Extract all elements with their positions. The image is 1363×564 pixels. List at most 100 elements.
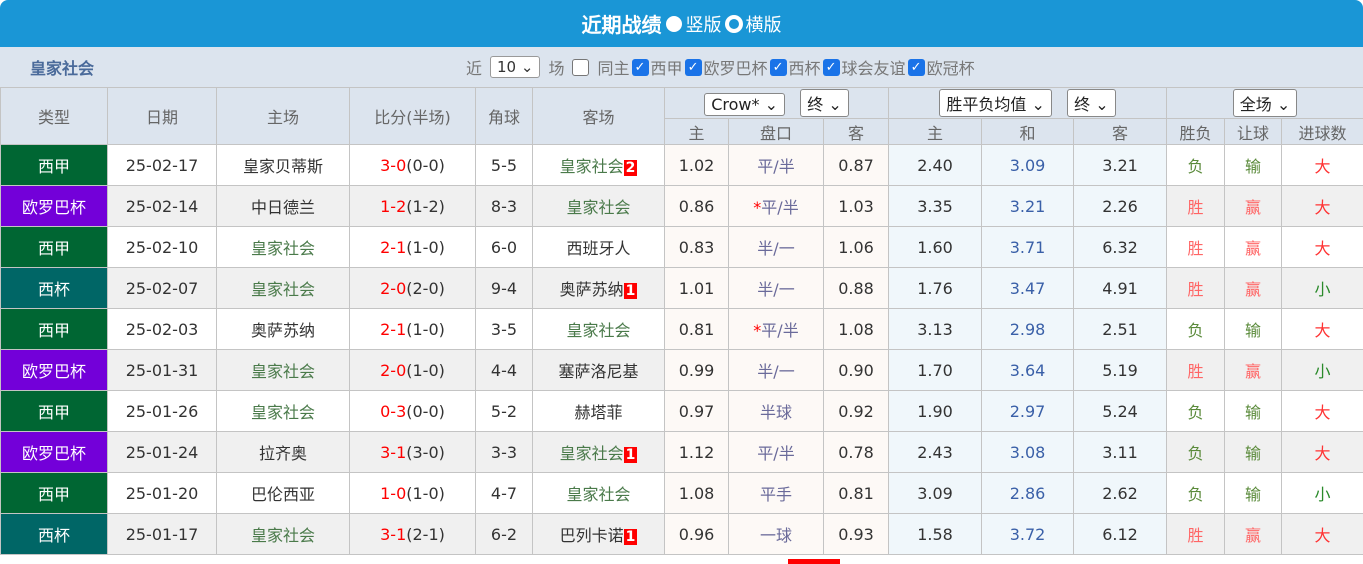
full-score[interactable]: 1-2	[380, 196, 407, 216]
league-type[interactable]: 欧罗巴杯	[0, 349, 108, 391]
home-team-name[interactable]: 皇家社会	[250, 362, 315, 381]
away-team-name[interactable]: 皇家社会	[566, 485, 631, 504]
league-type[interactable]: 西甲	[0, 144, 108, 186]
league-checkbox[interactable]: ✓	[684, 58, 702, 76]
corners: 8-3	[475, 185, 533, 227]
home-team[interactable]: 皇家社会	[216, 513, 350, 555]
league-type[interactable]: 西甲	[0, 472, 108, 514]
away-team-name[interactable]: 奥萨苏纳	[559, 280, 624, 299]
horizontal-radio[interactable]	[725, 15, 742, 32]
away-team-name[interactable]: 皇家社会	[559, 444, 624, 463]
league-type[interactable]: 欧罗巴杯	[0, 185, 108, 227]
handicap-away-odds: 0.90	[822, 349, 890, 391]
avg-select[interactable]: 胜平负均值 ⌄	[939, 89, 1052, 117]
match-date: 25-01-31	[107, 349, 217, 391]
full-score[interactable]: 1-0	[380, 483, 407, 503]
score[interactable]: 2-1(1-0)	[349, 308, 476, 350]
home-team-name[interactable]: 皇家社会	[250, 239, 315, 258]
full-score[interactable]: 3-1	[380, 524, 407, 544]
away-team[interactable]: 皇家社会	[532, 472, 665, 514]
home-team[interactable]: 皇家社会	[216, 390, 350, 432]
score[interactable]: 2-0(2-0)	[349, 267, 476, 309]
handicap-line: 平/半	[728, 144, 824, 186]
home-team-name[interactable]: 巴伦西亚	[250, 485, 315, 504]
away-team-name[interactable]: 皇家社会	[566, 198, 631, 217]
away-team-name[interactable]: 塞萨洛尼基	[558, 362, 639, 381]
away-team[interactable]: 皇家社会	[532, 185, 665, 227]
score[interactable]: 1-0(1-0)	[349, 472, 476, 514]
away-team[interactable]: 奥萨苏纳 1	[532, 267, 665, 309]
home-team-name[interactable]: 皇家社会	[250, 280, 315, 299]
home-team[interactable]: 拉齐奥	[216, 431, 350, 473]
full-score[interactable]: 3-1	[380, 442, 407, 462]
home-team-name[interactable]: 皇家社会	[250, 526, 315, 545]
score[interactable]: 3-0(0-0)	[349, 144, 476, 186]
vertical-radio[interactable]	[665, 15, 682, 32]
league-type[interactable]: 西杯	[0, 267, 108, 309]
away-team[interactable]: 巴列卡诺 1	[532, 513, 665, 555]
col-ou: 进球数	[1281, 118, 1363, 145]
match-date: 25-01-20	[107, 472, 217, 514]
same-home-checkbox[interactable]	[572, 58, 590, 76]
score[interactable]: 1-2(1-2)	[349, 185, 476, 227]
league-label: 西甲	[650, 59, 683, 78]
away-team[interactable]: 赫塔菲	[532, 390, 665, 432]
match-count-select[interactable]: 10 ⌄	[490, 56, 541, 78]
full-score[interactable]: 2-1	[380, 237, 407, 257]
home-team-name[interactable]: 皇家社会	[250, 403, 315, 422]
period-select[interactable]: 全场 ⌄	[1232, 89, 1298, 117]
handicap-home-odds: 0.99	[664, 349, 729, 391]
home-team[interactable]: 皇家社会	[216, 226, 350, 268]
away-team[interactable]: 西班牙人	[532, 226, 665, 268]
league-type[interactable]: 西甲	[0, 226, 108, 268]
handicap-away-odds: 0.78	[822, 431, 890, 473]
away-team[interactable]: 皇家社会 2	[532, 144, 665, 186]
home-team[interactable]: 中日德兰	[216, 185, 350, 227]
league-checkbox[interactable]: ✓	[769, 58, 787, 76]
away-team-name[interactable]: 西班牙人	[566, 239, 631, 258]
company-select[interactable]: Crow* ⌄	[704, 93, 785, 116]
league-checkbox[interactable]: ✓	[907, 58, 925, 76]
avg-stage-select[interactable]: 终 ⌄	[1067, 89, 1116, 117]
horizontal-label: 横版	[745, 14, 782, 36]
home-team[interactable]: 皇家贝蒂斯	[216, 144, 350, 186]
full-score[interactable]: 2-0	[380, 278, 407, 298]
league-type[interactable]: 欧罗巴杯	[0, 431, 108, 473]
score[interactable]: 2-1(1-0)	[349, 226, 476, 268]
away-team[interactable]: 皇家社会 1	[532, 431, 665, 473]
handicap-line: *平/半	[728, 185, 824, 227]
scroll-indicator[interactable]	[788, 559, 840, 564]
league-checkbox[interactable]: ✓	[631, 58, 649, 76]
home-team[interactable]: 皇家社会	[216, 267, 350, 309]
home-team[interactable]: 巴伦西亚	[216, 472, 350, 514]
full-score[interactable]: 2-0	[380, 360, 407, 380]
away-team-name[interactable]: 赫塔菲	[574, 403, 623, 422]
league-type[interactable]: 西甲	[0, 390, 108, 432]
home-team-name[interactable]: 皇家贝蒂斯	[242, 157, 323, 176]
league-type[interactable]: 西甲	[0, 308, 108, 350]
home-team-name[interactable]: 奥萨苏纳	[250, 321, 315, 340]
home-team-name[interactable]: 拉齐奥	[258, 444, 307, 463]
league-type[interactable]: 西杯	[0, 513, 108, 555]
full-score[interactable]: 2-1	[380, 319, 407, 339]
home-team[interactable]: 皇家社会	[216, 349, 350, 391]
full-score[interactable]: 0-3	[380, 401, 407, 421]
full-score[interactable]: 3-0	[380, 155, 407, 175]
odds-stage-value: 终	[807, 95, 824, 114]
away-team[interactable]: 皇家社会	[532, 308, 665, 350]
handicap-line-value: 平/半	[761, 321, 799, 340]
score[interactable]: 3-1(3-0)	[349, 431, 476, 473]
avg-away-odds: 4.91	[1073, 267, 1168, 309]
league-checkbox[interactable]: ✓	[822, 58, 840, 76]
home-team[interactable]: 奥萨苏纳	[216, 308, 350, 350]
away-team-name[interactable]: 巴列卡诺	[559, 526, 624, 545]
score[interactable]: 3-1(2-1)	[349, 513, 476, 555]
avg-draw-odds: 3.71	[981, 226, 1075, 268]
odds-stage-select[interactable]: 终 ⌄	[800, 89, 849, 117]
away-team-name[interactable]: 皇家社会	[559, 157, 624, 176]
away-team[interactable]: 塞萨洛尼基	[532, 349, 665, 391]
score[interactable]: 2-0(1-0)	[349, 349, 476, 391]
score[interactable]: 0-3(0-0)	[349, 390, 476, 432]
away-team-name[interactable]: 皇家社会	[566, 321, 631, 340]
home-team-name[interactable]: 中日德兰	[250, 198, 315, 217]
